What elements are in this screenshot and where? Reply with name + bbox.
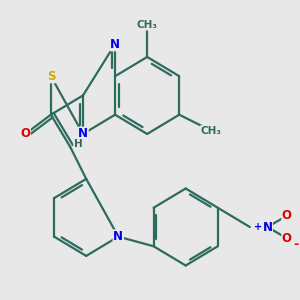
Text: CH₃: CH₃ (201, 126, 222, 136)
Text: +: + (254, 222, 262, 232)
Text: S: S (47, 70, 55, 83)
Text: N: N (78, 128, 88, 140)
Text: N: N (262, 220, 272, 233)
Text: -: - (294, 238, 299, 251)
Text: O: O (20, 128, 30, 140)
Text: O: O (282, 209, 292, 222)
Text: H: H (74, 139, 82, 148)
Text: CH₃: CH₃ (137, 20, 158, 30)
Text: N: N (110, 38, 120, 51)
Text: O: O (282, 232, 292, 245)
Text: N: N (113, 230, 123, 243)
